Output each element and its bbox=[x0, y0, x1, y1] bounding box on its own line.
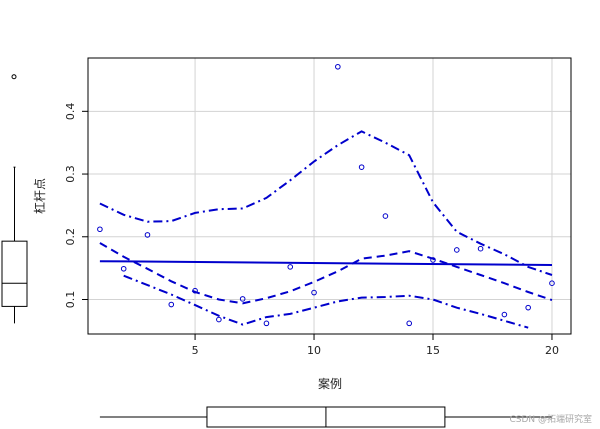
data-point bbox=[406, 320, 413, 327]
y-tick-label: 0.3 bbox=[64, 165, 77, 183]
y-axis: 0.1 0.2 0.3 0.4 bbox=[64, 103, 88, 309]
y-box bbox=[1, 240, 28, 307]
y-tick-label: 0.4 bbox=[64, 103, 77, 121]
series-line-dotdash bbox=[123, 274, 529, 329]
data-point bbox=[263, 320, 270, 327]
data-point bbox=[287, 264, 294, 270]
data-point bbox=[549, 280, 555, 286]
data-point bbox=[168, 301, 175, 308]
plot-frame bbox=[87, 57, 572, 335]
smooth-lines bbox=[99, 130, 553, 329]
x-axis: 5 10 15 20 bbox=[192, 334, 559, 357]
x-tick-label: 10 bbox=[307, 344, 321, 357]
data-point bbox=[311, 289, 317, 296]
data-points bbox=[97, 63, 555, 327]
data-point bbox=[382, 213, 389, 219]
series-line-dotdash bbox=[99, 130, 553, 276]
y-box-outlier bbox=[11, 74, 17, 80]
series-line-dashed bbox=[99, 242, 553, 305]
data-point bbox=[453, 247, 460, 253]
y-marginal-boxplot bbox=[1, 74, 28, 324]
x-tick-label: 5 bbox=[192, 344, 199, 357]
data-point bbox=[239, 296, 246, 302]
data-point bbox=[525, 304, 531, 311]
data-point bbox=[430, 257, 436, 263]
data-point bbox=[192, 287, 198, 294]
data-point bbox=[358, 164, 365, 170]
y-axis-title: 杠杆点 bbox=[32, 178, 47, 214]
data-point bbox=[120, 265, 127, 272]
x-tick-label: 20 bbox=[545, 344, 559, 357]
y-tick-label: 0.1 bbox=[64, 291, 77, 309]
y-tick-label: 0.2 bbox=[64, 228, 77, 246]
data-point bbox=[216, 316, 222, 323]
data-point bbox=[335, 63, 341, 70]
data-point bbox=[477, 245, 484, 252]
x-axis-title: 案例 bbox=[318, 376, 342, 391]
x-marginal-boxplot bbox=[99, 406, 552, 428]
watermark: CSDN @拓端研究室 bbox=[509, 415, 592, 425]
x-tick-label: 15 bbox=[426, 344, 440, 357]
series-line-solid bbox=[99, 260, 553, 266]
grid bbox=[88, 58, 571, 334]
data-point bbox=[501, 311, 508, 318]
data-point bbox=[144, 232, 151, 238]
data-point bbox=[97, 226, 103, 233]
